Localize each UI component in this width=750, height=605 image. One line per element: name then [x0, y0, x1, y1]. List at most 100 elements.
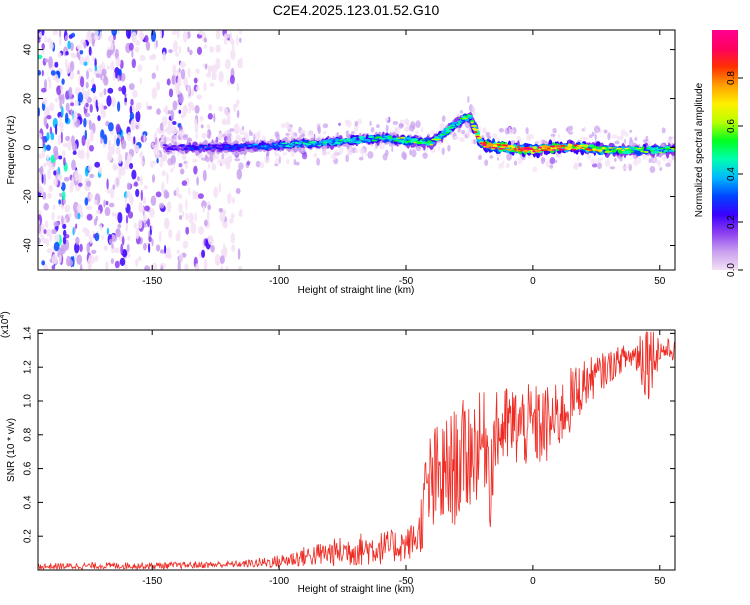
heatmap-cell — [230, 49, 235, 60]
heatmap-cell — [200, 116, 204, 122]
heatmap-cell — [227, 80, 230, 86]
heatmap-cell — [506, 163, 510, 169]
ridge-cell — [218, 145, 223, 146]
heatmap-cell — [193, 166, 197, 175]
heatmap-cell — [499, 128, 504, 133]
ridge-cell — [480, 142, 483, 144]
heatmap-cell — [401, 151, 406, 159]
heatmap-cell — [665, 163, 671, 167]
heatmap-cell — [213, 187, 218, 198]
heatmap-cell — [482, 127, 487, 134]
heatmap-cell — [160, 249, 164, 254]
heatmap-cell — [587, 154, 592, 158]
heatmap-cell — [370, 121, 372, 126]
heatmap-cell — [102, 69, 107, 76]
heatmap-cell — [86, 151, 89, 160]
heatmap-cell — [95, 233, 100, 241]
heatmap-cell — [113, 163, 118, 171]
heatmap-cell — [144, 206, 150, 212]
ridge-cell — [560, 145, 565, 147]
heatmap-cell — [70, 102, 74, 106]
heatmap-cell — [65, 91, 69, 100]
heatmap-cell — [198, 193, 204, 199]
heatmap-cell — [232, 197, 235, 204]
heatmap-cell — [115, 261, 120, 269]
ridge-cell — [425, 142, 430, 144]
heatmap-cell — [42, 43, 45, 50]
heatmap-cell — [371, 127, 375, 133]
ridge-cell — [225, 145, 230, 147]
ridge-cell — [597, 149, 603, 151]
heatmap-cell — [156, 108, 161, 115]
heatmap-cell — [106, 201, 109, 206]
ridge-cell — [483, 144, 487, 146]
heatmap-cell — [195, 69, 199, 74]
ridge-cell — [212, 145, 218, 147]
heatmap-cell — [196, 86, 200, 90]
heatmap-cell — [151, 196, 157, 206]
heatmap-cell — [53, 30, 58, 35]
y-tick-label: -40 — [23, 238, 34, 253]
heatmap-cell — [207, 124, 210, 129]
heatmap-cell — [116, 229, 120, 234]
heatmap-cell — [409, 125, 415, 132]
heatmap-cell — [94, 35, 99, 40]
heatmap-cell — [151, 30, 156, 42]
heatmap-cell — [62, 191, 66, 200]
ridge-cell — [289, 146, 294, 147]
heatmap-cell — [44, 117, 47, 127]
ridge-cell — [176, 147, 179, 148]
heatmap-cell — [279, 156, 281, 164]
ridge-cell — [174, 149, 178, 150]
heatmap-cell — [212, 65, 218, 74]
heatmap-cell — [61, 78, 64, 84]
heatmap-cell — [212, 162, 215, 171]
heatmap-cell — [221, 265, 223, 273]
heatmap-cell — [466, 130, 470, 137]
heatmap-cell — [118, 153, 122, 164]
heatmap-cell — [91, 88, 96, 92]
heatmap-cell — [198, 226, 204, 235]
heatmap-cell — [204, 44, 207, 48]
heatmap-cell — [90, 104, 93, 113]
heatmap-cell — [65, 205, 71, 213]
ridge-cell — [389, 136, 393, 138]
heatmap-cell — [205, 64, 207, 70]
heatmap-cell — [172, 121, 177, 125]
heatmap-cell — [58, 52, 62, 57]
heatmap-cell — [156, 40, 158, 48]
heatmap-cell — [286, 159, 289, 164]
ridge-cell — [284, 142, 287, 144]
heatmap-cell — [386, 125, 389, 132]
heatmap-cell — [100, 31, 103, 39]
heatmap-cell — [107, 228, 109, 235]
heatmap-cell — [411, 150, 416, 158]
heatmap-cell — [83, 118, 86, 128]
heatmap-cell — [167, 201, 171, 213]
heatmap-cell — [204, 220, 208, 227]
ridge-cell — [231, 145, 235, 147]
heatmap-cell — [58, 156, 62, 160]
x-tick-label: 50 — [654, 276, 666, 287]
heatmap-cell — [196, 176, 199, 185]
heatmap-cell — [156, 244, 160, 251]
heatmap-cell — [189, 50, 192, 56]
heatmap-cell — [75, 224, 77, 229]
heatmap-cell — [41, 260, 45, 265]
heatmap-cell — [313, 153, 317, 158]
heatmap-cell — [294, 159, 297, 165]
heatmap-cell — [221, 153, 224, 159]
ridge-cell — [420, 139, 425, 140]
ridge-cell — [184, 148, 189, 150]
heatmap-cell — [283, 152, 288, 155]
heatmap-cell — [550, 134, 555, 137]
ridge-cell — [321, 140, 325, 141]
heatmap-cell — [152, 87, 157, 99]
heatmap-cell — [355, 121, 359, 126]
heatmap-cell — [135, 258, 138, 267]
heatmap-cell — [422, 153, 427, 159]
ridge-cell — [235, 146, 238, 148]
heatmap-cell — [111, 42, 114, 50]
ridge-cell — [504, 145, 507, 147]
